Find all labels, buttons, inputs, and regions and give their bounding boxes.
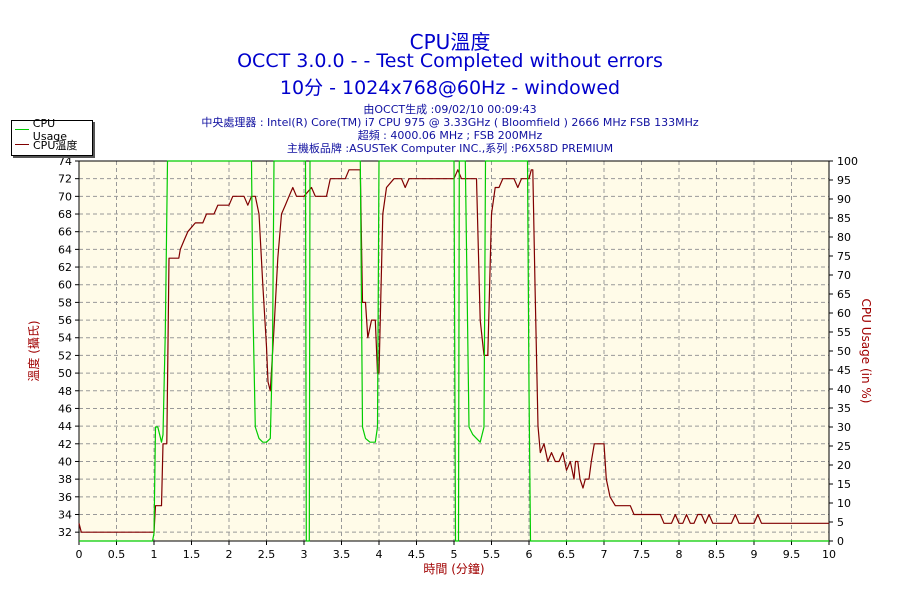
x-tick-label: 1 bbox=[151, 548, 158, 561]
y-right-tick-label: 40 bbox=[837, 383, 851, 396]
chart-title: CPU溫度 bbox=[409, 30, 491, 54]
y-right-tick-label: 5 bbox=[837, 516, 844, 529]
y-right-tick-label: 75 bbox=[837, 250, 851, 263]
y-right-tick-label: 55 bbox=[837, 326, 851, 339]
y-left-tick-label: 50 bbox=[58, 367, 72, 380]
y-right-tick-label: 90 bbox=[837, 193, 851, 206]
legend-item-cpu-usage: CPU Usage bbox=[15, 117, 92, 143]
y-left-tick-label: 64 bbox=[58, 243, 72, 256]
x-tick-label: 9 bbox=[751, 548, 758, 561]
y-right-tick-label: 70 bbox=[837, 269, 851, 282]
y-left-tick-label: 42 bbox=[58, 438, 72, 451]
y-left-tick-label: 54 bbox=[58, 332, 72, 345]
y-left-tick-label: 40 bbox=[58, 455, 72, 468]
info-generated: 由OCCT生成 :09/02/10 00:09:43 bbox=[363, 103, 537, 116]
y-left-tick-label: 60 bbox=[58, 279, 72, 292]
x-tick-label: 7.5 bbox=[633, 548, 651, 561]
x-tick-label: 3.5 bbox=[333, 548, 351, 561]
y-right-tick-label: 50 bbox=[837, 345, 851, 358]
y-right-tick-label: 30 bbox=[837, 421, 851, 434]
y-left-tick-label: 48 bbox=[58, 385, 72, 398]
legend-label-cpu-usage: CPU Usage bbox=[32, 116, 68, 143]
x-tick-label: 0.5 bbox=[108, 548, 126, 561]
y-left-tick-label: 74 bbox=[58, 155, 72, 168]
legend-label-cpu-temp: CPU溫度 bbox=[33, 138, 78, 152]
x-tick-label: 9.5 bbox=[783, 548, 801, 561]
x-tick-label: 0 bbox=[76, 548, 83, 561]
legend-item-cpu-temp: CPU溫度 bbox=[15, 138, 78, 152]
y-left-tick-label: 44 bbox=[58, 420, 72, 433]
info-motherboard: 主機板品牌 :ASUSTeK Computer INC.,系列 :P6X58D … bbox=[286, 142, 614, 155]
x-tick-label: 1.5 bbox=[183, 548, 201, 561]
x-tick-label: 5 bbox=[451, 548, 458, 561]
x-tick-label: 2.5 bbox=[258, 548, 276, 561]
y-right-tick-label: 100 bbox=[837, 155, 858, 168]
y-right-tick-label: 10 bbox=[837, 497, 851, 510]
x-tick-label: 4 bbox=[376, 548, 383, 561]
y-right-axis-label: CPU Usage (in %) bbox=[859, 299, 873, 404]
y-left-tick-label: 56 bbox=[58, 314, 72, 327]
y-left-tick-label: 38 bbox=[58, 473, 72, 486]
y-right-tick-label: 0 bbox=[837, 535, 844, 548]
y-left-tick-label: 68 bbox=[58, 208, 72, 221]
y-left-tick-label: 36 bbox=[58, 491, 72, 504]
y-right-tick-label: 45 bbox=[837, 364, 851, 377]
chart-subtitle-test: OCCT 3.0.0 - - Test Completed without er… bbox=[237, 50, 663, 72]
x-axis-label: 時間 (分鐘) bbox=[423, 561, 484, 576]
y-left-tick-label: 58 bbox=[58, 296, 72, 309]
chart-subtitle-mode: 10分 - 1024x768@60Hz - windowed bbox=[279, 77, 621, 99]
y-right-tick-label: 80 bbox=[837, 231, 851, 244]
y-right-tick-label: 60 bbox=[837, 307, 851, 320]
y-left-tick-label: 34 bbox=[58, 508, 72, 521]
y-left-tick-label: 70 bbox=[58, 190, 72, 203]
y-right-tick-label: 25 bbox=[837, 440, 851, 453]
y-left-axis-label: 溫度 (攝氏) bbox=[26, 320, 41, 381]
legend-swatch-cpu-temp bbox=[15, 144, 29, 145]
y-left-tick-label: 32 bbox=[58, 526, 72, 539]
y-right-tick-label: 65 bbox=[837, 288, 851, 301]
y-right-tick-label: 15 bbox=[837, 478, 851, 491]
legend: CPU Usage CPU溫度 bbox=[11, 117, 93, 156]
x-tick-label: 8.5 bbox=[708, 548, 726, 561]
y-left-tick-label: 46 bbox=[58, 402, 72, 415]
x-tick-label: 7 bbox=[601, 548, 608, 561]
series-line-cpu-usage bbox=[79, 160, 829, 542]
y-right-tick-label: 20 bbox=[837, 459, 851, 472]
info-overclock: 超頻 : 4000.06 MHz ; FSB 200MHz bbox=[357, 129, 543, 142]
y-left-tick-label: 52 bbox=[58, 349, 72, 362]
legend-swatch-cpu-usage bbox=[15, 129, 29, 130]
x-tick-label: 4.5 bbox=[408, 548, 426, 561]
y-right-tick-label: 85 bbox=[837, 212, 851, 225]
x-tick-label: 10 bbox=[822, 548, 836, 561]
x-tick-label: 6 bbox=[526, 548, 533, 561]
x-tick-label: 5.5 bbox=[483, 548, 501, 561]
y-left-tick-label: 72 bbox=[58, 173, 72, 186]
info-cpu: 中央處理器 : Intel(R) Core(TM) i7 CPU 975 @ 3… bbox=[201, 116, 699, 129]
x-tick-label: 3 bbox=[301, 548, 308, 561]
y-right-tick-label: 95 bbox=[837, 174, 851, 187]
y-left-tick-label: 66 bbox=[58, 226, 72, 239]
x-tick-label: 8 bbox=[676, 548, 683, 561]
x-tick-label: 6.5 bbox=[558, 548, 576, 561]
x-tick-label: 2 bbox=[226, 548, 233, 561]
y-left-tick-label: 62 bbox=[58, 261, 72, 274]
y-right-tick-label: 35 bbox=[837, 402, 851, 415]
